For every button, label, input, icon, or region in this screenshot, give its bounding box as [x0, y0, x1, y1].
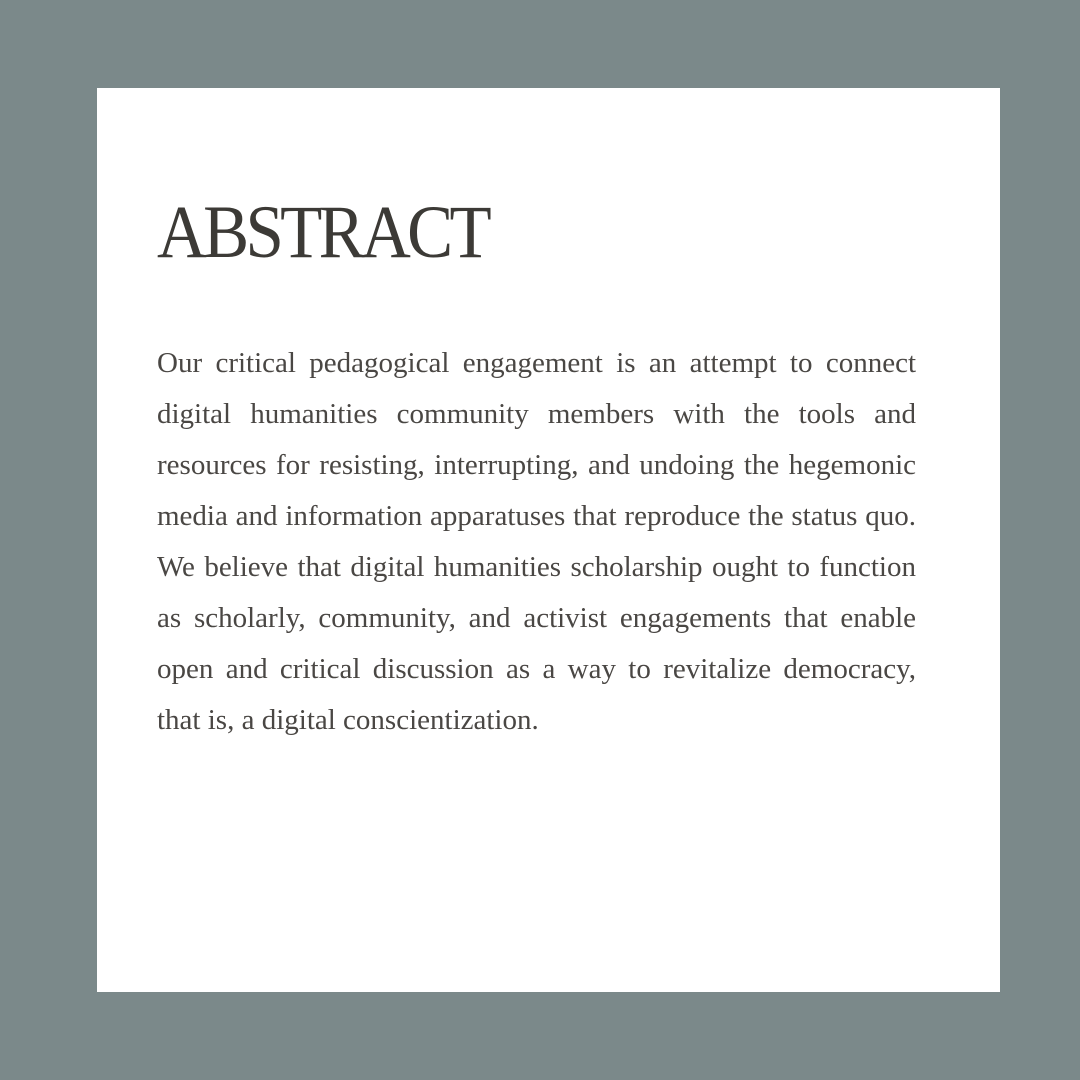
abstract-body: Our critical pedagogical engagement is a… — [157, 347, 916, 736]
page-title: ABSTRACT — [157, 191, 492, 274]
content-card: ABSTRACT Our critical pedagogical engage… — [97, 88, 1000, 992]
